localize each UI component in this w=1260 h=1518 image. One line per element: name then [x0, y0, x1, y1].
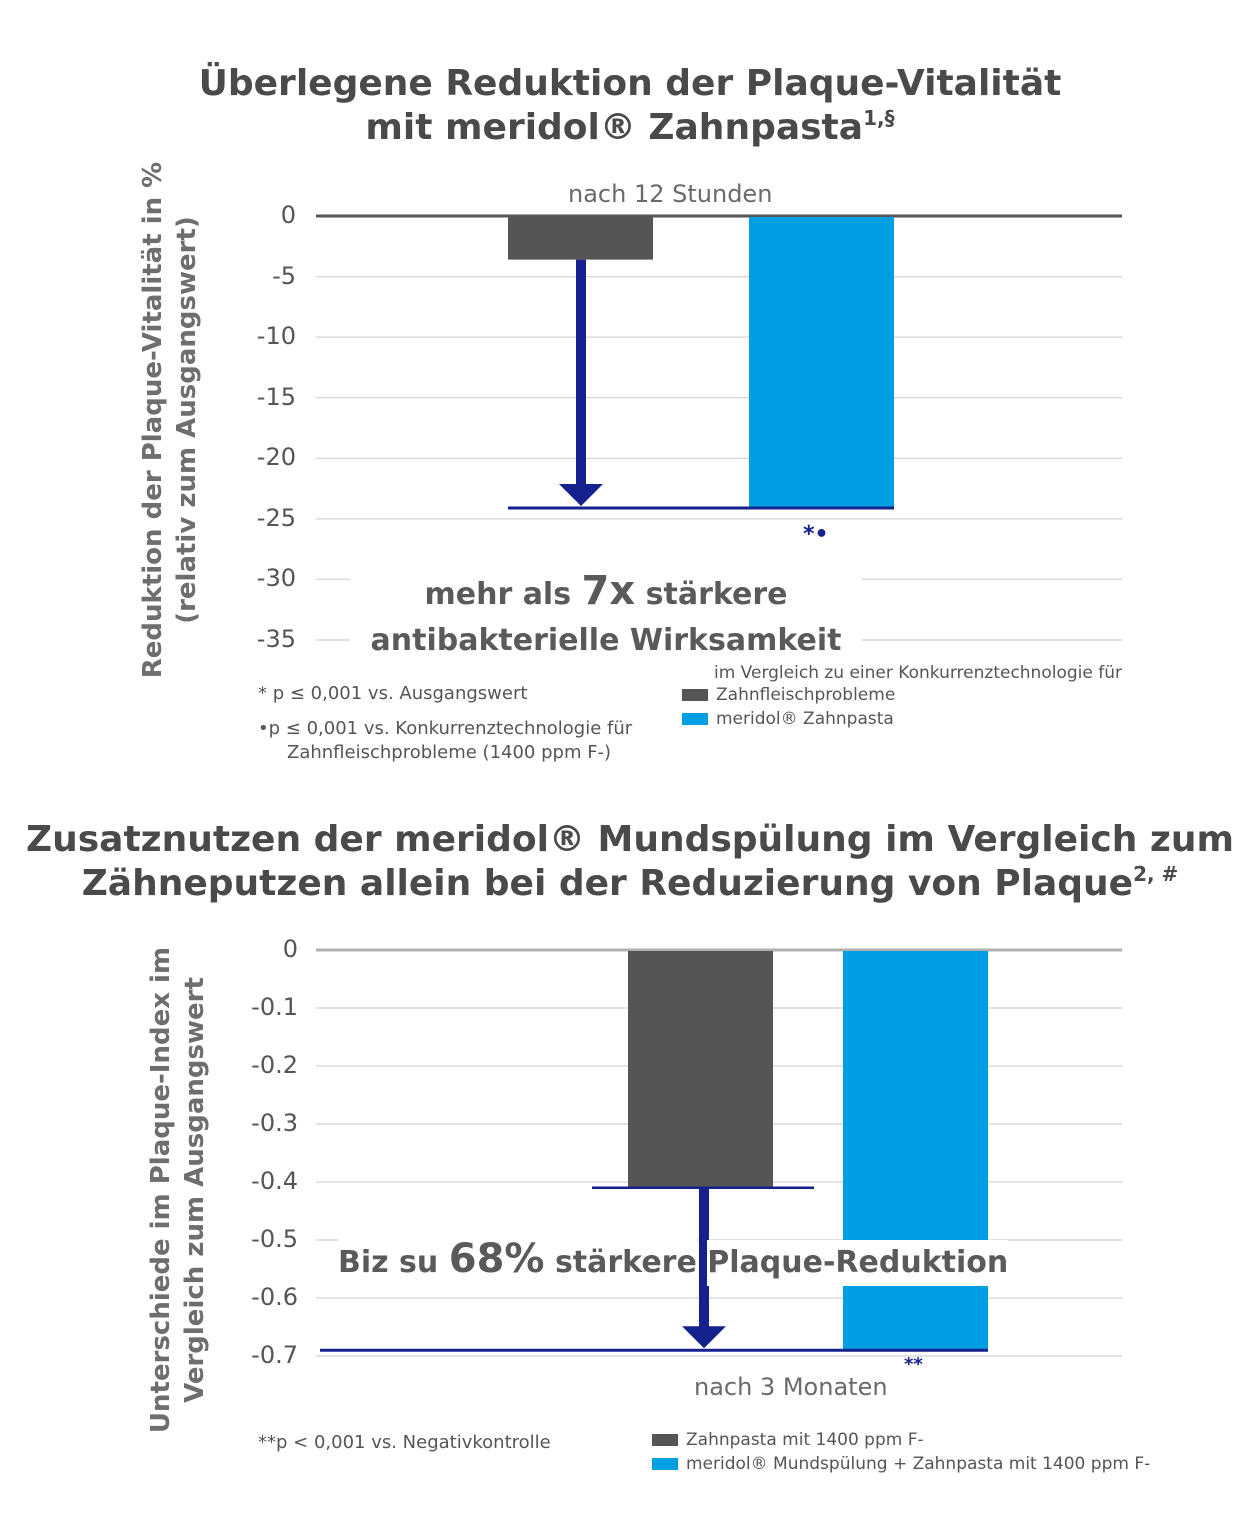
chart1-ytick-label: -25 — [256, 503, 296, 532]
legend-swatch-toothpaste — [652, 1434, 678, 1446]
chart1-category-label: nach 12 Stunden — [568, 180, 773, 208]
chart1-legend-item-meridol: meridol® Zahnpasta — [682, 707, 894, 731]
chart1-callout-line1: mehr als 7x stärkere — [424, 568, 788, 614]
chart2-legend-item-competitor: Zahnpasta mit 1400 ppm F- — [652, 1428, 924, 1452]
chart1-ylabel-line2: (relativ zum Ausgangswert) — [172, 216, 202, 624]
chart1-bar-meridol — [749, 217, 894, 508]
chart2-bar-meridol — [843, 951, 988, 1351]
chart2-ytick-label: -0.4 — [251, 1167, 298, 1195]
chart2-callout: Biz su 68% stärkere Plaque-Reduktion — [332, 1236, 1009, 1286]
chart1-title-line2: mit meridol® Zahnpasta1,§ — [365, 106, 895, 148]
chart2-title-line2: Zähneputzen allein bei der Reduzierung v… — [81, 862, 1179, 904]
chart1-footnote-3: Zahnfleischprobleme (1400 ppm F-) — [287, 742, 612, 763]
chart1-ylabel-line1: Reduktion der Plaque-Vitalität in % — [138, 161, 168, 679]
chart1-ytick-label: 0 — [280, 201, 296, 229]
chart2-legend-item-meridol: meridol® Mundspülung + Zahnpasta mit 140… — [652, 1452, 1150, 1476]
chart2-ytick-label: -0.1 — [251, 993, 298, 1021]
chart2-ylabel-line2: Vergleich zum Ausgangswert — [180, 977, 210, 1403]
chart2-title-line1: Zusatznutzen der meridol® Mundspülung im… — [26, 819, 1234, 860]
chart2-ytick-label: -0.6 — [251, 1283, 298, 1311]
chart1-footnote-2: •p ≤ 0,001 vs. Konkurrenztechnologie für — [258, 718, 633, 739]
chart1-bar-competitor — [508, 217, 653, 260]
chart2-ylabel-line1: Unterschiede im Plaque-Index im — [146, 946, 176, 1434]
chart1-title-line1: Überlegene Reduktion der Plaque-Vitalitä… — [198, 63, 1062, 104]
chart2-ytick-label: -0.7 — [251, 1341, 298, 1369]
chart1-legend-header: im Vergleich zu einer Konkurrenztechnolo… — [714, 663, 1122, 683]
chart1-ytick-label: -30 — [256, 564, 296, 593]
chart2-arrow-head — [682, 1326, 726, 1349]
chart1-callout-line2: antibakterielle Wirksamkeit — [370, 623, 842, 658]
legend-swatch-mouthwash — [652, 1458, 678, 1470]
chart1-arrow-head — [559, 483, 603, 506]
chart1-callout: mehr als 7x stärkere antibakterielle Wir… — [350, 568, 862, 664]
chart2-ytick-label: -0.3 — [251, 1109, 298, 1137]
chart2-callout-factor: 68% — [448, 1236, 545, 1282]
chart2-significance: ** — [904, 1354, 923, 1375]
chart2-title: Zusatznutzen der meridol® Mundspülung im… — [0, 818, 1260, 906]
chart2-bar-competitor — [628, 951, 773, 1188]
chart1-ytick-label: -5 — [272, 261, 296, 290]
chart2-title-sup: 2, # — [1133, 862, 1179, 886]
chart2-callout-line2: Plaque-Reduktion — [707, 1240, 1009, 1286]
chart1-callout-factor: 7x — [581, 568, 636, 614]
chart2-category-label: nach 3 Monaten — [694, 1373, 888, 1401]
chart2-ytick-label: -0.5 — [251, 1225, 298, 1253]
chart1-ytick-label: -35 — [256, 625, 296, 653]
legend-swatch-meridol — [682, 713, 708, 725]
chart1-ytick-label: -10 — [256, 322, 296, 351]
legend-swatch-competitor — [682, 689, 708, 701]
chart1-title: Überlegene Reduktion der Plaque-Vitalitä… — [0, 62, 1260, 150]
chart2-ytick-label: 0 — [282, 935, 298, 963]
chart2-footnote-1: **p < 0,001 vs. Negativkontrolle — [258, 1432, 551, 1453]
chart1-title-sup: 1,§ — [863, 106, 895, 130]
chart1-ylabel: Reduktion der Plaque-Vitalität in % (rel… — [136, 162, 204, 678]
chart1-ytick-label: -20 — [256, 443, 296, 472]
chart1-significance: *• — [803, 522, 829, 547]
chart2-ylabel: Unterschiede im Plaque-Index im Vergleic… — [144, 947, 212, 1433]
chart1-legend-item-competitor: Zahnfleischprobleme — [682, 683, 895, 707]
chart1-footnote-1: * p ≤ 0,001 vs. Ausgangswert — [258, 683, 528, 704]
chart1-ytick-label: -15 — [256, 382, 296, 411]
chart2-callout-line1: Biz su 68% stärkere — [338, 1236, 697, 1286]
chart2-ytick-label: -0.2 — [251, 1051, 298, 1079]
